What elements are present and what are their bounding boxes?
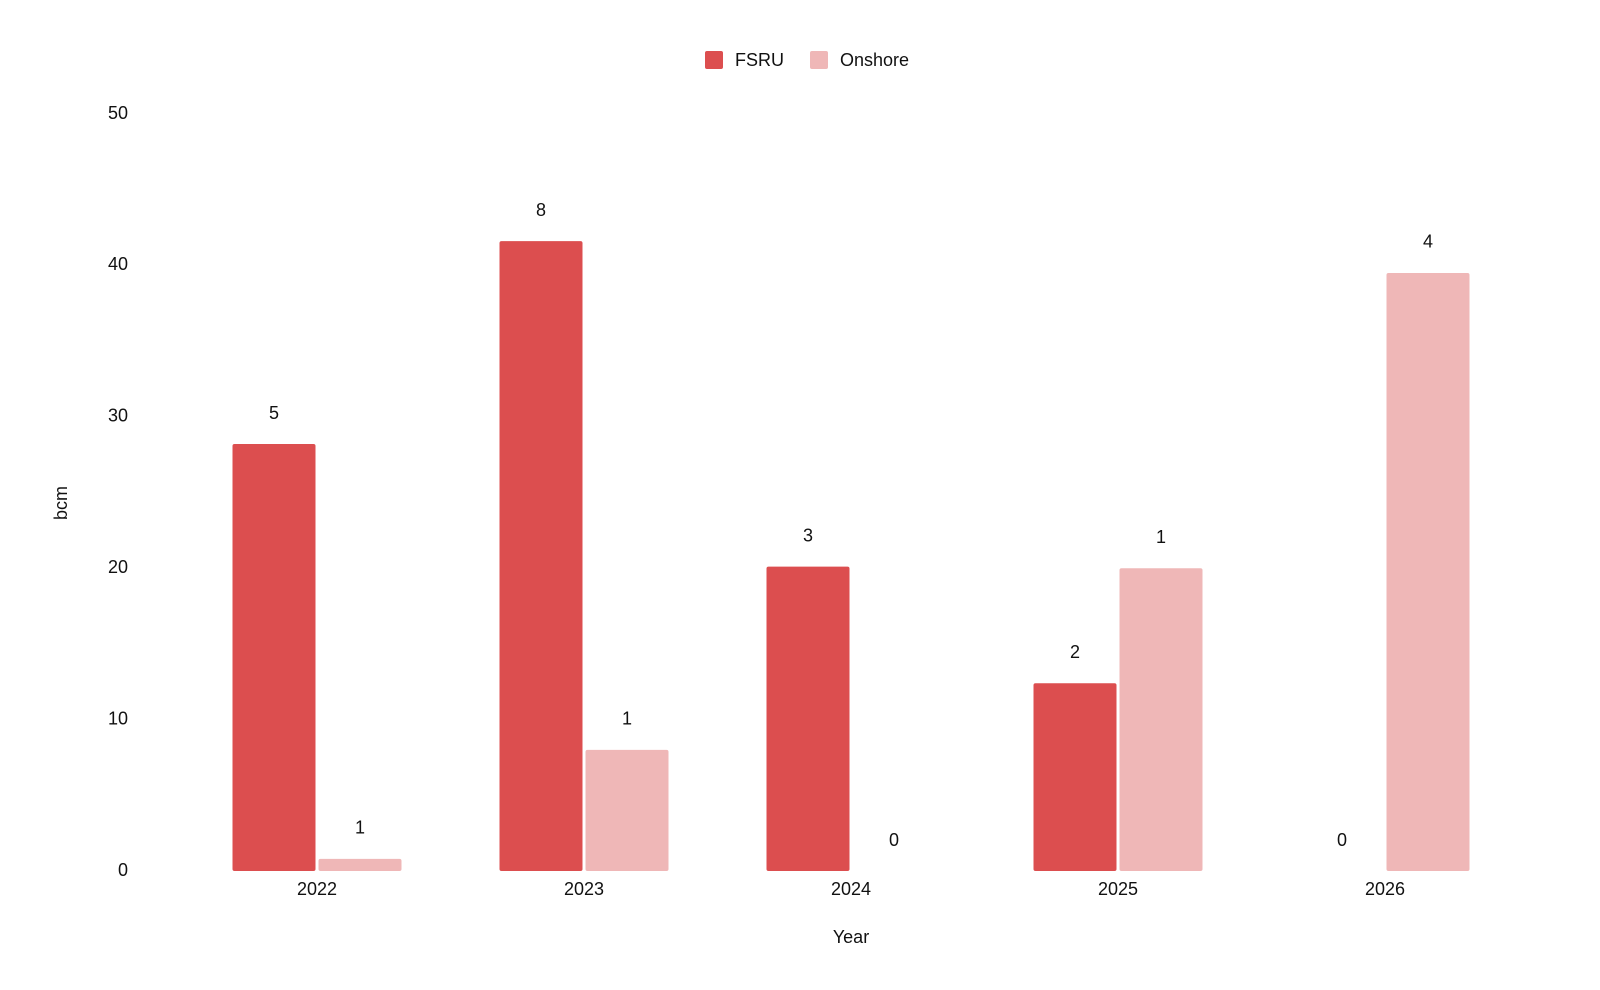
- y-axis-title: bcm: [51, 486, 71, 520]
- bar: [318, 858, 402, 871]
- bar: [232, 444, 316, 871]
- data-label: 0: [889, 830, 899, 850]
- data-label: 8: [536, 200, 546, 220]
- x-tick-label: 2024: [831, 879, 871, 899]
- bar: [766, 566, 850, 871]
- y-tick-label: 10: [108, 708, 128, 728]
- bar: [585, 749, 669, 871]
- x-tick-label: 2026: [1365, 879, 1405, 899]
- legend-label: FSRU: [735, 50, 784, 70]
- data-label: 1: [355, 818, 365, 838]
- data-label: 2: [1070, 642, 1080, 662]
- y-tick-label: 40: [108, 254, 128, 274]
- data-label: 0: [1337, 830, 1347, 850]
- bar: [1119, 568, 1203, 871]
- data-label: 1: [1156, 527, 1166, 547]
- y-tick-label: 30: [108, 406, 128, 426]
- bar: [1386, 272, 1470, 872]
- bar: [499, 241, 583, 871]
- data-label: 1: [622, 709, 632, 729]
- data-label: 3: [803, 525, 813, 545]
- legend-label: Onshore: [840, 50, 909, 70]
- bar: [1033, 683, 1117, 871]
- data-label: 5: [269, 403, 279, 423]
- legend-swatch: [810, 51, 828, 69]
- x-axis-title: Year: [833, 927, 869, 947]
- y-tick-label: 0: [118, 860, 128, 880]
- legend-swatch: [705, 51, 723, 69]
- data-label: 4: [1423, 232, 1433, 252]
- y-tick-label: 50: [108, 103, 128, 123]
- x-tick-label: 2025: [1098, 879, 1138, 899]
- y-tick-label: 20: [108, 557, 128, 577]
- x-tick-label: 2023: [564, 879, 604, 899]
- x-tick-label: 2022: [297, 879, 337, 899]
